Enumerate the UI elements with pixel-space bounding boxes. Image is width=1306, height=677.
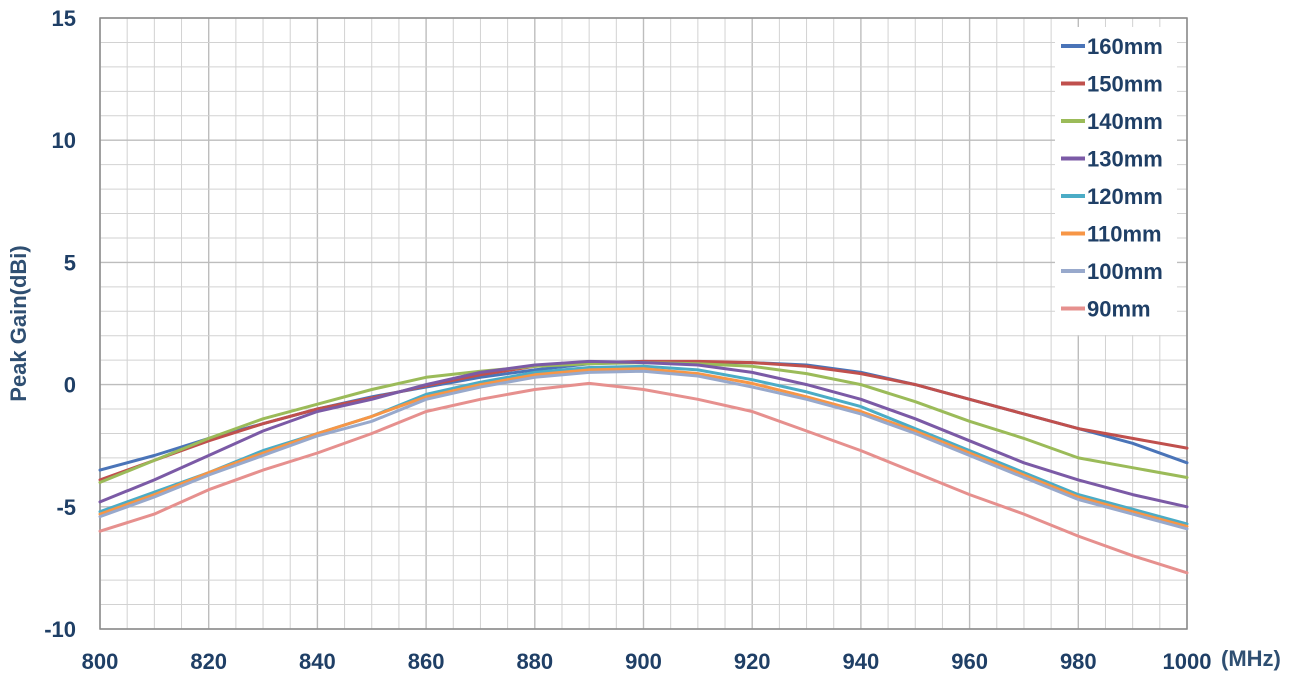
legend-label-140mm: 140mm: [1087, 109, 1163, 134]
legend-label-150mm: 150mm: [1087, 72, 1163, 97]
legend-box: [1055, 27, 1177, 335]
plot-frame: [99, 17, 1188, 630]
x-tick-label: 820: [190, 649, 227, 674]
series-line-120mm: [98, 364, 1189, 526]
x-tick-label: 1000: [1163, 649, 1212, 674]
y-axis-ticks: 15 10 5 0 -5 -10: [44, 6, 76, 642]
y-tick-label: -10: [44, 617, 76, 642]
x-tick-label: 920: [734, 649, 771, 674]
x-tick-label: 880: [516, 649, 553, 674]
y-tick-label: 0: [64, 373, 76, 398]
legend-label-100mm: 100mm: [1087, 259, 1163, 284]
series-line-90mm: [98, 381, 1189, 575]
x-tick-label: 840: [299, 649, 336, 674]
legend-label-110mm: 110mm: [1087, 222, 1162, 247]
legend-label-130mm: 130mm: [1087, 147, 1163, 172]
y-tick-label: -5: [56, 495, 76, 520]
x-axis-ticks: 800 820 840 860 880 900 920 940 960 980 1000: [82, 649, 1212, 674]
series-line-100mm: [98, 369, 1189, 531]
legend-label-160mm: 160mm: [1087, 34, 1163, 59]
legend: 160mm 150mm 140mm 130mm 120mm 110mm 100mm 90mm: [1061, 34, 1163, 322]
series-line-130mm: [98, 359, 1189, 509]
x-tick-label: 940: [843, 649, 880, 674]
series-layer: [98, 359, 1189, 575]
x-tick-label: 900: [625, 649, 662, 674]
x-tick-label: 980: [1060, 649, 1097, 674]
series-line-110mm: [98, 367, 1189, 528]
y-tick-label: 5: [64, 250, 76, 275]
y-axis-title: Peak Gain(dBi): [6, 245, 31, 401]
x-tick-label: 960: [951, 649, 988, 674]
x-axis-unit: (MHz): [1221, 646, 1281, 671]
legend-label-90mm: 90mm: [1087, 297, 1151, 322]
x-tick-label: 800: [82, 649, 119, 674]
legend-label-120mm: 120mm: [1087, 184, 1163, 209]
x-tick-label: 860: [408, 649, 445, 674]
grid-layer: [99, 17, 1188, 630]
y-tick-label: 10: [52, 128, 76, 153]
y-tick-label: 15: [52, 6, 76, 31]
